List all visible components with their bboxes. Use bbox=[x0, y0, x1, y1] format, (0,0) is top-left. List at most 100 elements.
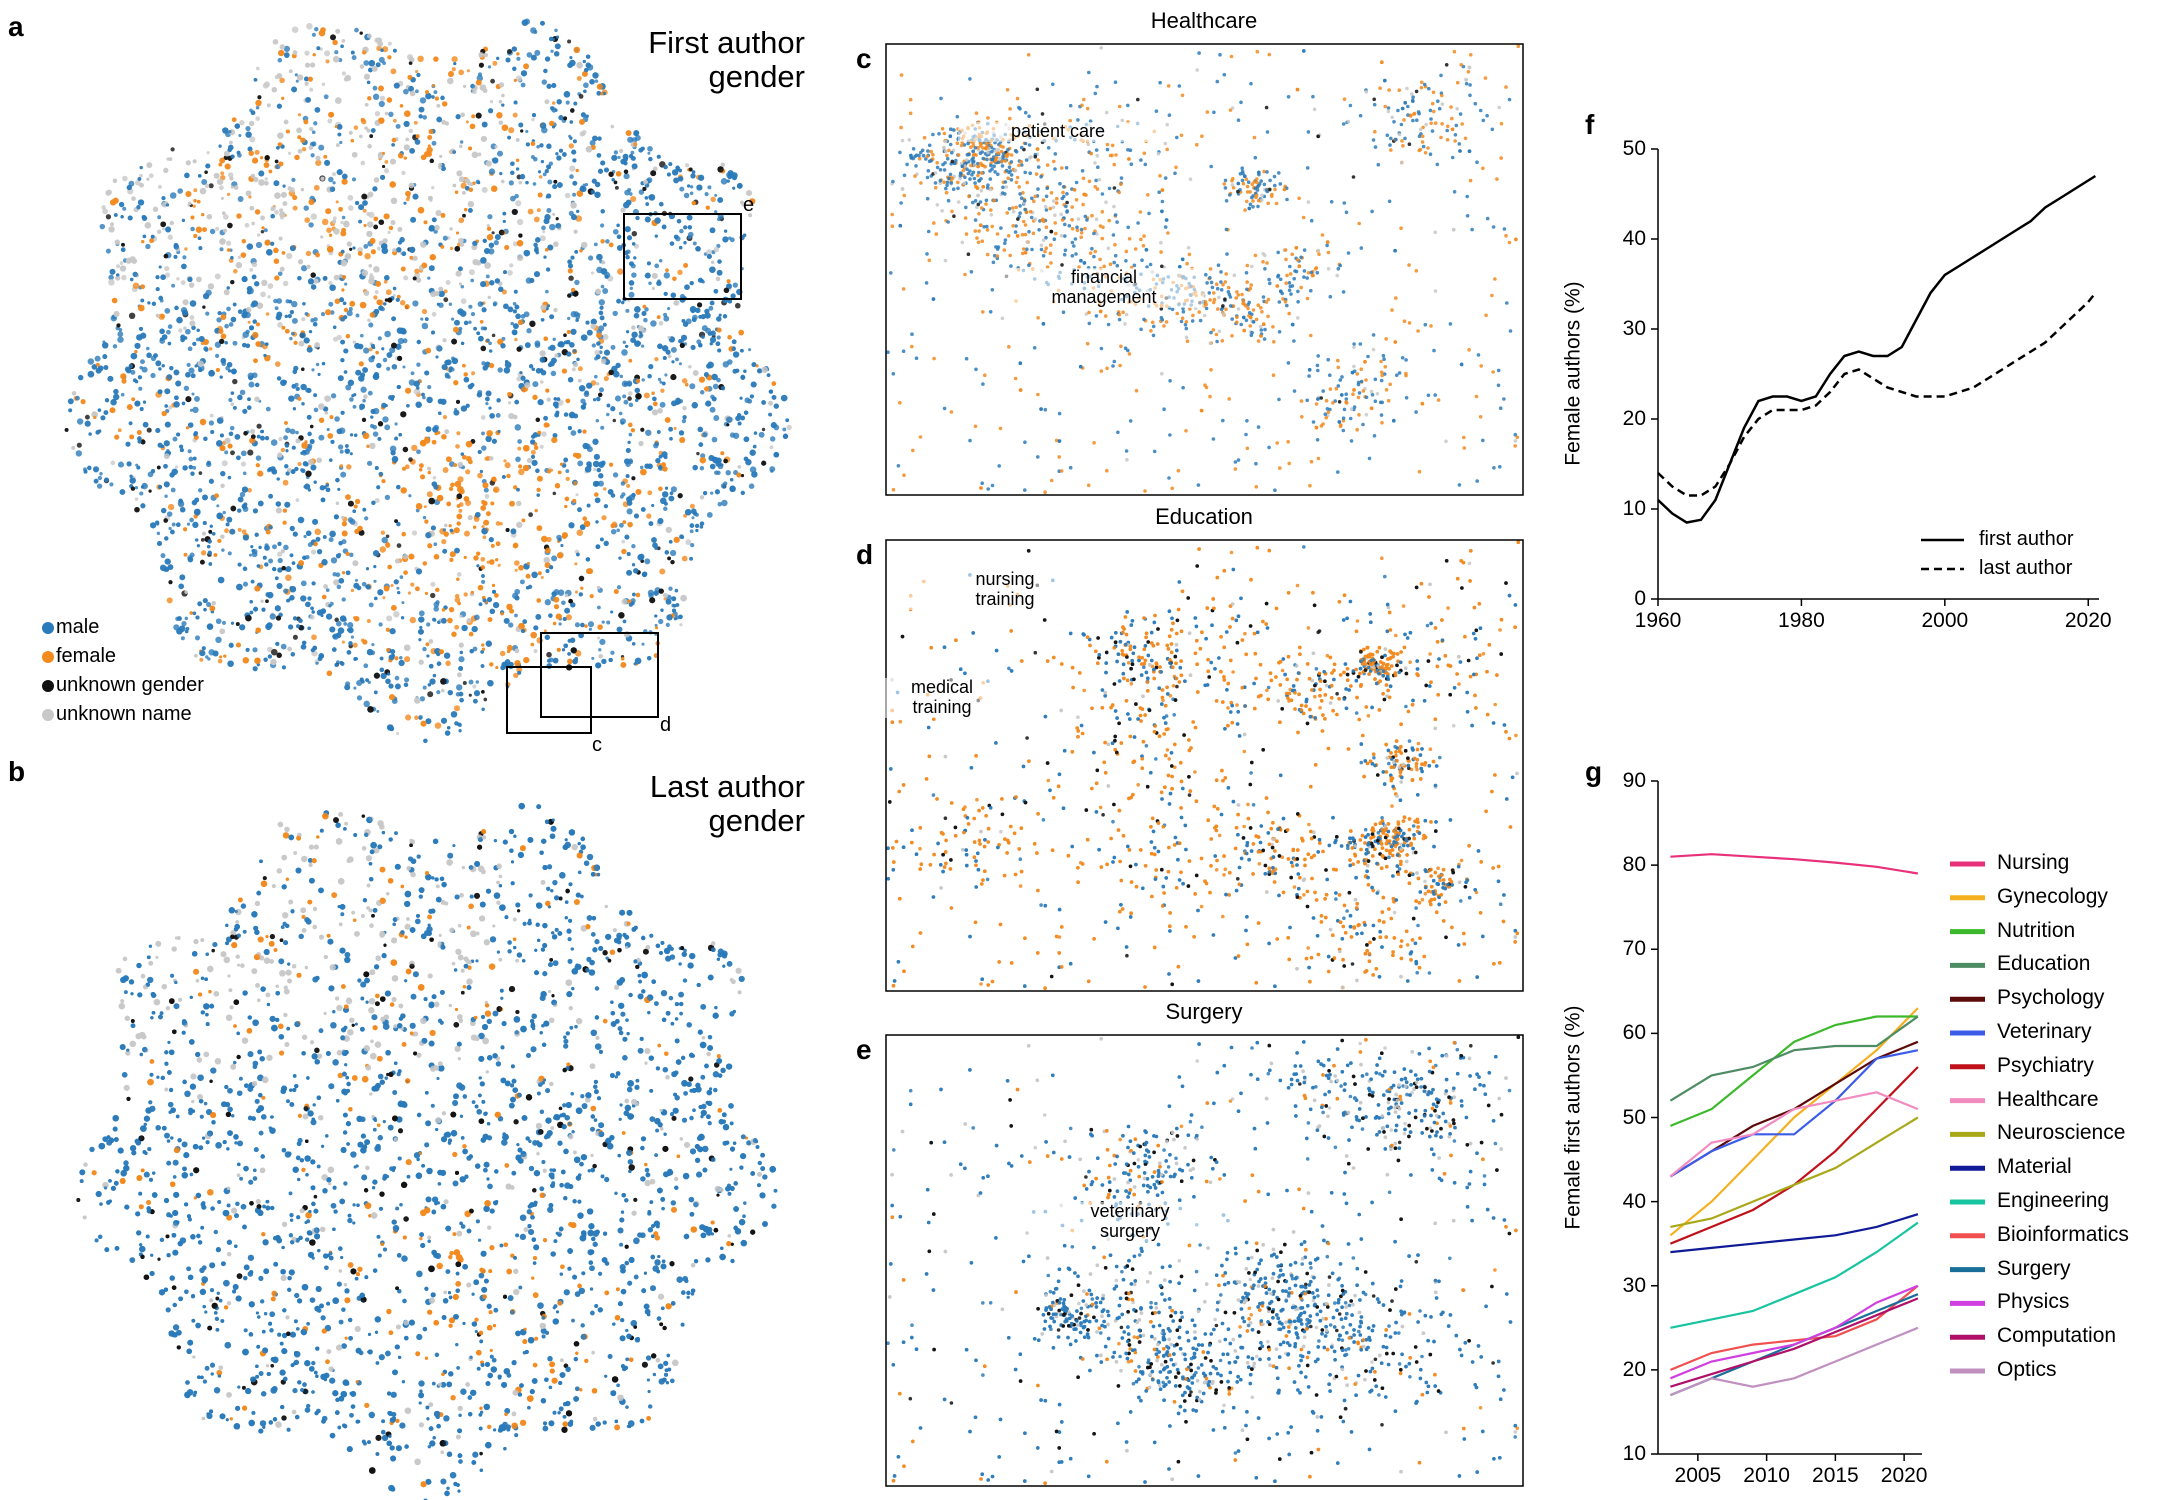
embedding-dot bbox=[76, 418, 84, 425]
embedding-dot bbox=[710, 491, 714, 495]
embedding-dot bbox=[617, 155, 621, 160]
embedding-dot bbox=[368, 277, 375, 285]
embedding-dot bbox=[274, 306, 279, 311]
embedding-dot bbox=[628, 391, 633, 396]
embedding-dot bbox=[423, 220, 428, 225]
embedding-dot bbox=[481, 525, 485, 529]
embedding-dot bbox=[264, 181, 269, 186]
embedding-dot bbox=[382, 416, 389, 423]
embedding-dot bbox=[249, 610, 254, 615]
embedding-dot bbox=[610, 650, 615, 655]
embedding-dot bbox=[485, 160, 492, 167]
embedding-dot bbox=[711, 436, 718, 443]
embedding-dot bbox=[541, 225, 546, 231]
embedding-dot bbox=[146, 346, 150, 351]
embedding-dot bbox=[264, 435, 270, 441]
embedding-dot bbox=[227, 660, 234, 667]
embedding-dot bbox=[284, 501, 291, 508]
embedding-dot bbox=[212, 650, 219, 657]
embedding-dot bbox=[335, 200, 339, 204]
embedding-dot bbox=[603, 540, 609, 547]
embedding-dot bbox=[260, 435, 265, 441]
embedding-dot bbox=[290, 331, 295, 336]
embedding-dot bbox=[548, 161, 554, 166]
embedding-dot bbox=[201, 212, 205, 217]
embedding-dot bbox=[378, 622, 383, 627]
embedding-dot bbox=[577, 460, 584, 467]
embedding-dot bbox=[337, 487, 341, 491]
embedding-dot bbox=[142, 400, 147, 404]
embedding-dot bbox=[514, 337, 518, 342]
embedding-dot bbox=[503, 270, 507, 275]
embedding-dot bbox=[595, 418, 600, 423]
embedding-dot bbox=[362, 367, 369, 373]
embedding-dot bbox=[340, 220, 344, 225]
embedding-dot bbox=[179, 574, 186, 581]
embedding-dot bbox=[641, 642, 645, 646]
embedding-dot bbox=[280, 191, 287, 198]
embedding-dot bbox=[481, 579, 486, 584]
embedding-dot bbox=[300, 383, 307, 391]
embedding-dot bbox=[247, 320, 251, 324]
embedding-dot bbox=[628, 402, 634, 408]
embedding-dot bbox=[532, 156, 538, 162]
embedding-dot bbox=[280, 549, 285, 554]
embedding-dot bbox=[302, 302, 306, 306]
embedding-dot bbox=[426, 654, 430, 658]
embedding-dot bbox=[523, 63, 529, 70]
embedding-dot bbox=[600, 284, 605, 289]
embedding-dot bbox=[541, 431, 547, 437]
embedding-dot bbox=[687, 225, 692, 230]
embedding-dot bbox=[572, 349, 577, 353]
embedding-dot bbox=[432, 673, 437, 678]
embedding-dot bbox=[217, 538, 222, 543]
embedding-dot bbox=[614, 395, 622, 402]
embedding-dot bbox=[125, 441, 131, 447]
embedding-dot bbox=[300, 187, 305, 192]
embedding-dot bbox=[110, 460, 116, 466]
embedding-dot bbox=[339, 140, 343, 145]
embedding-dot bbox=[605, 239, 610, 244]
embedding-dot bbox=[426, 491, 433, 498]
embedding-dot bbox=[282, 479, 289, 486]
embedding-dot bbox=[654, 234, 658, 238]
embedding-dot bbox=[230, 450, 235, 456]
embedding-dot bbox=[536, 475, 543, 482]
embedding-dot bbox=[164, 494, 168, 498]
embedding-dot bbox=[658, 486, 663, 492]
embedding-dot bbox=[385, 289, 392, 296]
embedding-dot bbox=[252, 647, 258, 653]
embedding-dot bbox=[374, 111, 381, 117]
embedding-dot bbox=[276, 73, 283, 79]
embedding-dot bbox=[297, 148, 303, 154]
embedding-dot bbox=[419, 625, 423, 629]
embedding-dot bbox=[397, 337, 405, 345]
embedding-dot bbox=[768, 400, 773, 406]
embedding-dot bbox=[465, 120, 469, 124]
embedding-dot bbox=[516, 218, 524, 226]
embedding-dot bbox=[157, 184, 162, 189]
embedding-dot bbox=[431, 217, 437, 223]
embedding-dot bbox=[281, 251, 286, 255]
embedding-dot bbox=[514, 588, 521, 595]
embedding-dot bbox=[549, 223, 556, 231]
embedding-dot bbox=[516, 239, 524, 247]
embedding-dot bbox=[717, 501, 723, 507]
embedding-dot bbox=[284, 314, 288, 319]
embedding-dot bbox=[114, 434, 120, 440]
embedding-dot bbox=[96, 483, 103, 489]
embedding-dot bbox=[249, 267, 254, 272]
embedding-dot bbox=[482, 535, 487, 540]
embedding-dot bbox=[375, 37, 383, 44]
embedding-dot bbox=[387, 41, 392, 46]
embedding-dot bbox=[380, 530, 386, 535]
embedding-dot bbox=[119, 261, 124, 265]
embedding-dot bbox=[320, 613, 324, 618]
embedding-dot bbox=[193, 188, 198, 193]
embedding-dot bbox=[421, 308, 428, 315]
embedding-dot bbox=[640, 344, 645, 348]
embedding-dot bbox=[628, 192, 633, 196]
embedding-dot bbox=[518, 180, 522, 185]
embedding-dot bbox=[238, 133, 242, 138]
embedding-dot bbox=[674, 588, 679, 593]
